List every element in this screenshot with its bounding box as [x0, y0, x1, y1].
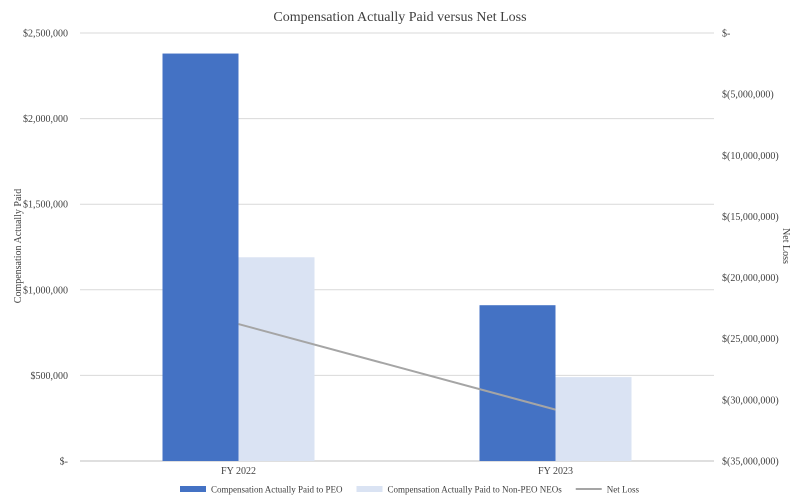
- legend: Compensation Actually Paid to PEO Compens…: [180, 485, 639, 495]
- y2-tick-label: $(5,000,000): [722, 90, 774, 101]
- bars: [162, 53, 632, 461]
- legend-swatch: [356, 486, 383, 492]
- bar: [479, 305, 556, 461]
- legend-label: Compensation Actually Paid to PEO: [211, 485, 343, 495]
- y2-tick-label: $-: [722, 29, 730, 40]
- legend-label: Net Loss: [607, 485, 640, 495]
- legend-label: Compensation Actually Paid to Non-PEO NE…: [388, 485, 563, 495]
- net-loss-line-layer: [238, 323, 556, 411]
- y2-tick-label: $(15,000,000): [722, 212, 779, 223]
- y2-axis-title: Net Loss: [780, 228, 791, 264]
- legend-swatch: [180, 486, 206, 492]
- bar: [238, 257, 315, 461]
- right-axis-ticks: $- $(5,000,000) $(10,000,000) $(15,000,000)…: [722, 29, 779, 468]
- bar: [162, 53, 239, 461]
- y-tick-label: $1,000,000: [23, 285, 68, 296]
- y2-tick-label: $(20,000,000): [722, 273, 779, 284]
- y-tick-label: $2,000,000: [23, 114, 68, 125]
- y-axis-title: Compensation Actually Paid: [13, 189, 24, 303]
- category-axis-ticks: FY 2022 FY 2023: [221, 466, 573, 477]
- y2-tick-label: $(30,000,000): [722, 395, 779, 406]
- y-tick-label: $-: [60, 457, 68, 468]
- y2-tick-label: $(10,000,000): [722, 151, 779, 162]
- y2-tick-label: $(25,000,000): [722, 334, 779, 345]
- x-tick-label: FY 2022: [221, 466, 256, 477]
- y-tick-label: $1,500,000: [23, 200, 68, 211]
- bar: [555, 377, 632, 461]
- y2-tick-label: $(35,000,000): [722, 457, 779, 468]
- net-loss-line: [238, 323, 556, 411]
- y-tick-label: $2,500,000: [23, 29, 68, 40]
- left-axis-ticks: $- $500,000 $1,000,000 $1,500,000 $2,000,000…: [23, 29, 68, 468]
- y-tick-label: $500,000: [31, 371, 69, 382]
- chart-title: Compensation Actually Paid versus Net Lo…: [273, 10, 526, 25]
- x-tick-label: FY 2023: [538, 466, 573, 477]
